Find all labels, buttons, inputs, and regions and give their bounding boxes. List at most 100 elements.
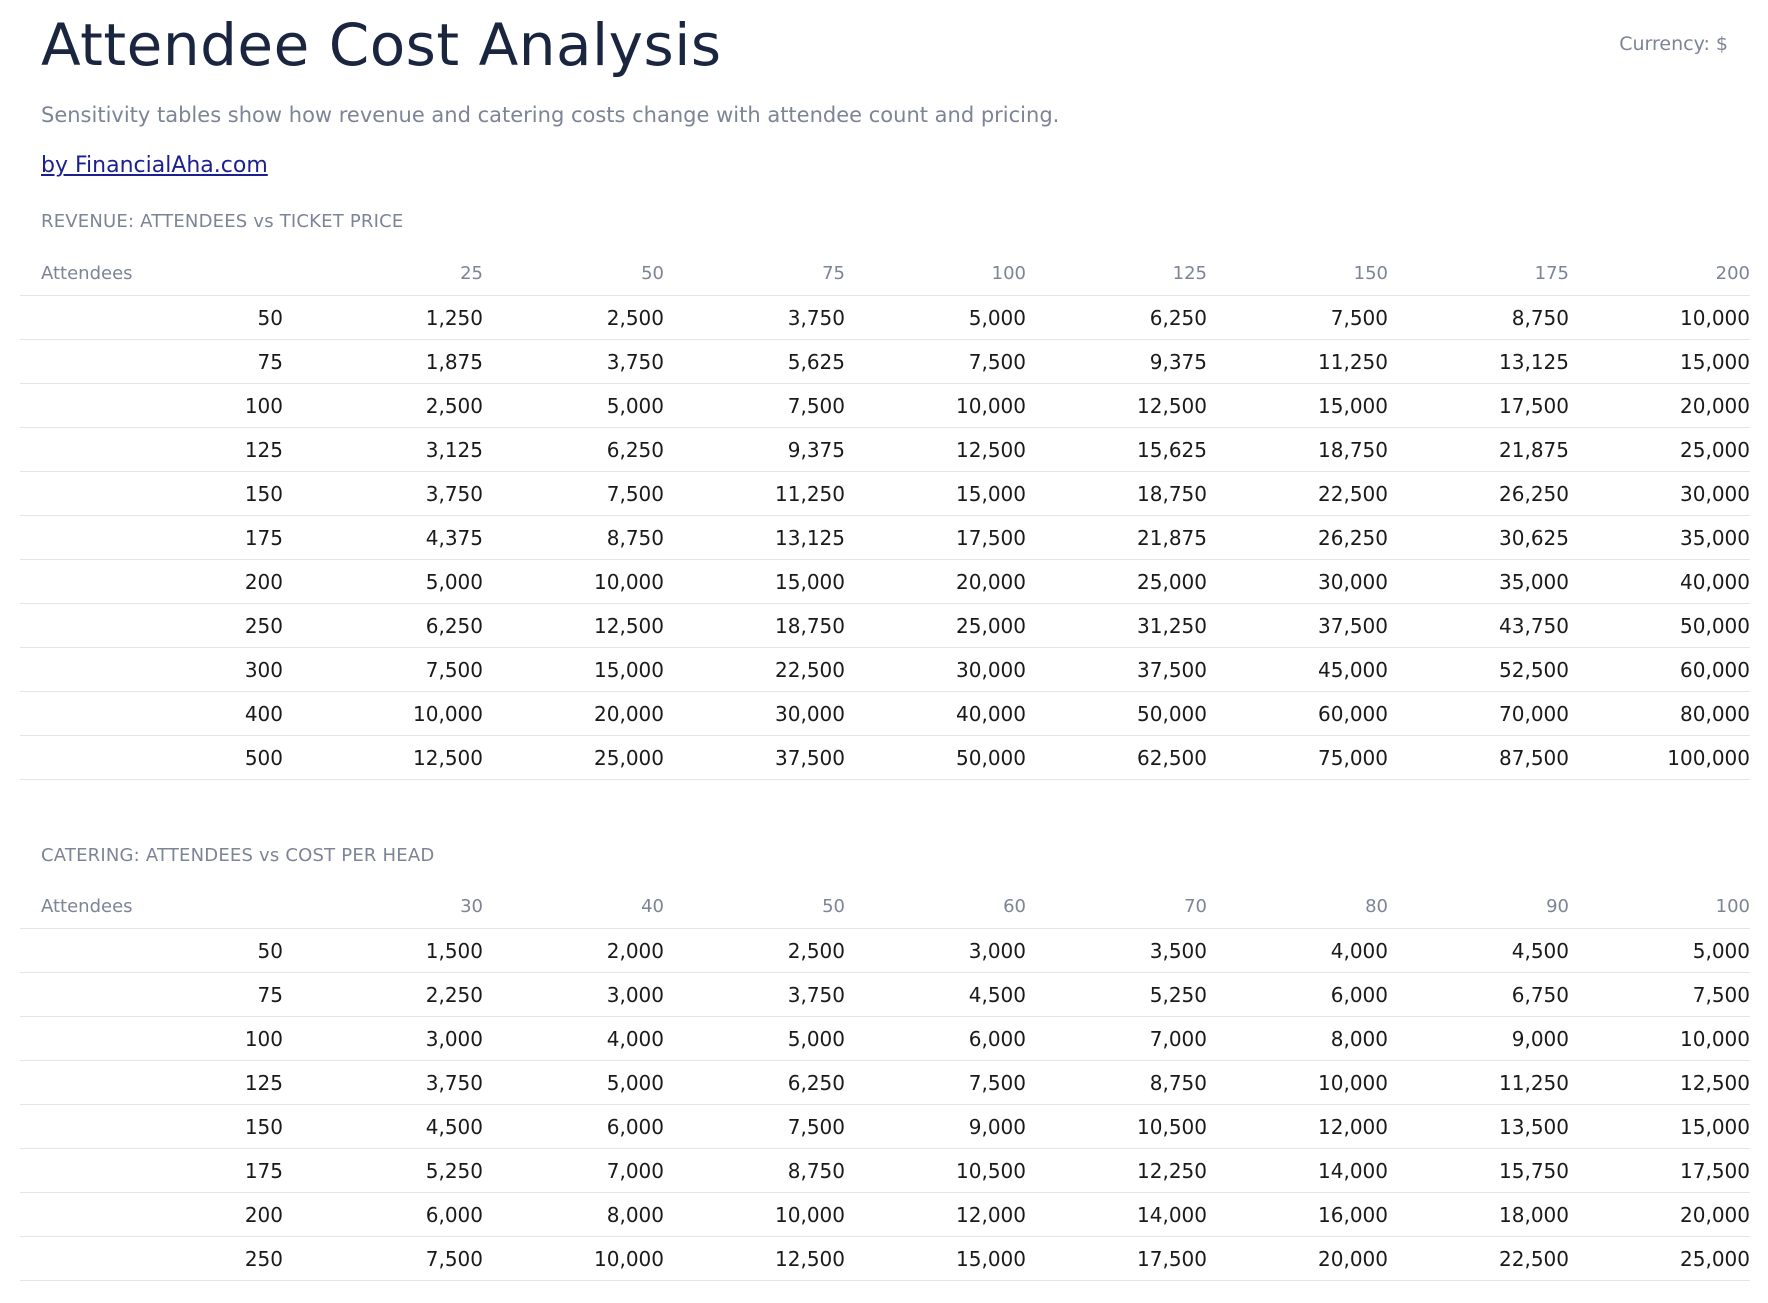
- value-cell: 14,000: [1207, 1148, 1388, 1193]
- value-cell: 35,000: [1388, 559, 1569, 604]
- value-cell: 50,000: [1026, 691, 1207, 736]
- column-header: 75: [664, 252, 845, 296]
- value-cell: 3,000: [845, 928, 1026, 973]
- value-cell: 7,500: [664, 383, 845, 428]
- value-cell: 2,500: [483, 295, 664, 340]
- table-row: 75 1,875 3,750 5,625 7,500 9,375 11,250 13,125 1…: [20, 339, 1750, 384]
- value-cell: 3,000: [283, 1016, 483, 1061]
- value-cell: 6,250: [283, 603, 483, 648]
- column-header: 30: [283, 885, 483, 929]
- column-header: 50: [483, 252, 664, 296]
- value-cell: 8,000: [483, 1192, 664, 1237]
- value-cell: 30,625: [1388, 515, 1569, 560]
- value-cell: 12,500: [283, 735, 483, 780]
- column-header: 25: [283, 252, 483, 296]
- value-cell: 15,000: [483, 647, 664, 692]
- value-cell: 9,375: [1026, 339, 1207, 384]
- value-cell: 10,000: [1569, 295, 1750, 340]
- value-cell: 12,500: [483, 603, 664, 648]
- value-cell: 35,000: [1569, 515, 1750, 560]
- column-header: 80: [1207, 885, 1388, 929]
- attendee-count-cell: 75: [20, 339, 283, 384]
- attendee-count-cell: 50: [20, 928, 283, 973]
- value-cell: 11,250: [1207, 339, 1388, 384]
- value-cell: 5,000: [845, 295, 1026, 340]
- currency-label: Currency: $: [1619, 33, 1728, 55]
- attendee-count-cell: 100: [20, 1016, 283, 1061]
- value-cell: 20,000: [1569, 1192, 1750, 1237]
- value-cell: 12,500: [664, 1236, 845, 1281]
- value-cell: 3,000: [483, 972, 664, 1017]
- attendee-count-cell: 75: [20, 972, 283, 1017]
- value-cell: 10,500: [845, 1148, 1026, 1193]
- value-cell: 8,750: [483, 515, 664, 560]
- table-row: 50 1,250 2,500 3,750 5,000 6,250 7,500 8,750 10,…: [20, 295, 1750, 340]
- value-cell: 37,500: [664, 735, 845, 780]
- value-cell: 3,750: [483, 339, 664, 384]
- value-cell: 12,500: [1026, 383, 1207, 428]
- table-row: 100 2,500 5,000 7,500 10,000 12,500 15,000 17,5…: [20, 383, 1750, 428]
- value-cell: 17,500: [1569, 1148, 1750, 1193]
- value-cell: 75,000: [1207, 735, 1388, 780]
- value-cell: 3,125: [283, 427, 483, 472]
- value-cell: 17,500: [1026, 1236, 1207, 1281]
- value-cell: 12,500: [845, 427, 1026, 472]
- revenue-section-label: REVENUE: ATTENDEES vs TICKET PRICE: [41, 211, 404, 232]
- catering-table: Attendees 30 40 50 60 70 80 90 100 50 1,500 2,000 2…: [20, 885, 1750, 1281]
- revenue-table: Attendees 25 50 75 100 125 150 175 200 50 1,250 2,…: [20, 252, 1750, 780]
- value-cell: 3,500: [1026, 928, 1207, 973]
- value-cell: 8,000: [1207, 1016, 1388, 1061]
- value-cell: 20,000: [483, 691, 664, 736]
- value-cell: 11,250: [1388, 1060, 1569, 1105]
- value-cell: 10,000: [1207, 1060, 1388, 1105]
- table-row: 150 4,500 6,000 7,500 9,000 10,500 12,000 13,50…: [20, 1104, 1750, 1149]
- attendee-count-cell: 400: [20, 691, 283, 736]
- value-cell: 50,000: [1569, 603, 1750, 648]
- column-header: 125: [1026, 252, 1207, 296]
- value-cell: 4,500: [845, 972, 1026, 1017]
- column-header: 60: [845, 885, 1026, 929]
- value-cell: 14,000: [1026, 1192, 1207, 1237]
- value-cell: 6,000: [483, 1104, 664, 1149]
- column-header: 90: [1388, 885, 1569, 929]
- value-cell: 7,500: [845, 339, 1026, 384]
- value-cell: 5,000: [664, 1016, 845, 1061]
- value-cell: 2,500: [283, 383, 483, 428]
- attendee-count-cell: 100: [20, 383, 283, 428]
- value-cell: 7,000: [1026, 1016, 1207, 1061]
- header-row: Attendees 25 50 75 100 125 150 175 200: [20, 252, 1750, 296]
- column-header: 70: [1026, 885, 1207, 929]
- value-cell: 5,000: [483, 383, 664, 428]
- value-cell: 8,750: [1388, 295, 1569, 340]
- value-cell: 3,750: [283, 471, 483, 516]
- value-cell: 6,750: [1388, 972, 1569, 1017]
- attendee-count-cell: 500: [20, 735, 283, 780]
- table-row: 250 7,500 10,000 12,500 15,000 17,500 20,000 22…: [20, 1236, 1750, 1281]
- value-cell: 4,000: [483, 1016, 664, 1061]
- header-row: Attendees 30 40 50 60 70 80 90 100: [20, 885, 1750, 929]
- column-header: 100: [1569, 885, 1750, 929]
- table-row: 50 1,500 2,000 2,500 3,000 3,500 4,000 4,500 5,0…: [20, 928, 1750, 973]
- value-cell: 5,000: [483, 1060, 664, 1105]
- page-subtitle: Sensitivity tables show how revenue and …: [41, 103, 1060, 127]
- value-cell: 7,500: [664, 1104, 845, 1149]
- value-cell: 18,750: [1026, 471, 1207, 516]
- value-cell: 18,750: [664, 603, 845, 648]
- value-cell: 8,750: [664, 1148, 845, 1193]
- value-cell: 40,000: [1569, 559, 1750, 604]
- byline-link[interactable]: by FinancialAha.com: [41, 153, 268, 178]
- value-cell: 70,000: [1388, 691, 1569, 736]
- value-cell: 12,500: [1569, 1060, 1750, 1105]
- value-cell: 4,375: [283, 515, 483, 560]
- value-cell: 43,750: [1388, 603, 1569, 648]
- value-cell: 7,500: [1569, 972, 1750, 1017]
- table-row: 250 6,250 12,500 18,750 25,000 31,250 37,500 43…: [20, 603, 1750, 648]
- value-cell: 15,000: [1569, 339, 1750, 384]
- table-row: 100 3,000 4,000 5,000 6,000 7,000 8,000 9,000 10…: [20, 1016, 1750, 1061]
- value-cell: 30,000: [1569, 471, 1750, 516]
- table-row: 200 5,000 10,000 15,000 20,000 25,000 30,000 35…: [20, 559, 1750, 604]
- table-row: 125 3,750 5,000 6,250 7,500 8,750 10,000 11,250…: [20, 1060, 1750, 1105]
- value-cell: 18,000: [1388, 1192, 1569, 1237]
- value-cell: 2,250: [283, 972, 483, 1017]
- value-cell: 3,750: [283, 1060, 483, 1105]
